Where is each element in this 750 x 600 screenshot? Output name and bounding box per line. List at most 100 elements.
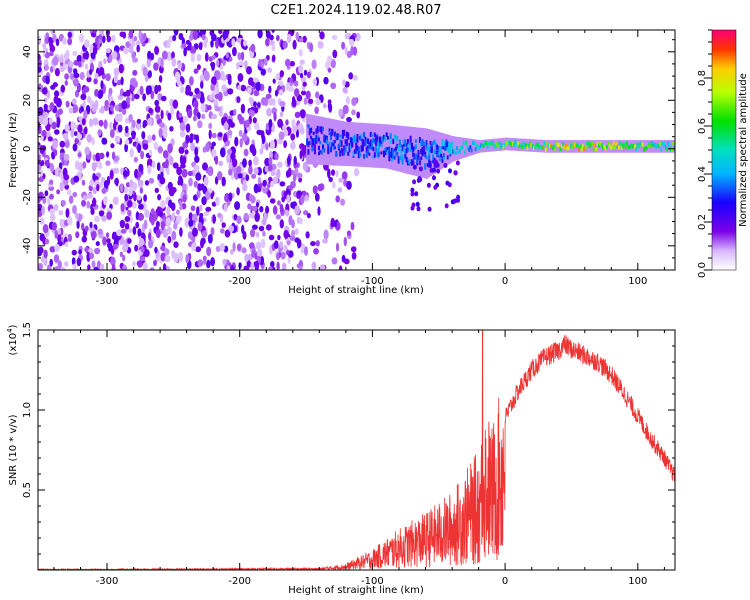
heatmap-noise-blob — [196, 190, 201, 199]
heatmap-noise-blob — [294, 205, 301, 216]
heatmap-signal-cell — [478, 145, 481, 150]
heatmap-noise-blob — [327, 99, 332, 105]
heatmap-signal-cell — [327, 149, 330, 154]
snr-y-axis-label: SNR (10 * v/v) — [8, 414, 19, 485]
heatmap-signal-halo — [383, 124, 387, 169]
heatmap-noise-blob — [137, 228, 142, 237]
heatmap-signal-cell — [537, 142, 539, 147]
heatmap-noise-blob — [80, 93, 87, 101]
heatmap-signal-cell — [416, 158, 419, 164]
heatmap-signal-halo — [308, 114, 311, 165]
heatmap-signal-halo — [415, 127, 419, 177]
heatmap-signal-cell — [399, 139, 401, 147]
heatmap-noise-blob — [125, 96, 131, 105]
heatmap-noise-blob — [125, 139, 130, 146]
heatmap-signal-cell — [363, 154, 366, 159]
heatmap-noise-blob — [284, 58, 291, 67]
heatmap-noise-blob — [159, 176, 166, 185]
heatmap-noise-blob — [64, 241, 69, 248]
heatmap-noise-blob — [210, 83, 215, 92]
heatmap-noise-blob — [100, 105, 105, 114]
heatmap-noise-blob — [38, 59, 42, 67]
heatmap-noise-blob — [351, 252, 357, 260]
heatmap-signal-cell — [465, 140, 468, 145]
heatmap-noise-blob — [331, 257, 338, 265]
heatmap-noise-blob — [51, 121, 57, 130]
heatmap-noise-blob — [283, 140, 287, 149]
heatmap-signal-cell — [632, 143, 635, 148]
heatmap-signal-cell — [620, 145, 623, 150]
heatmap-noise-blob — [207, 167, 213, 176]
heatmap-noise-blob — [133, 156, 139, 163]
heatmap-noise-blob — [196, 53, 202, 62]
heatmap-noise-blob — [128, 187, 133, 197]
heatmap-noise-blob — [167, 143, 173, 154]
heatmap-signal-cell — [380, 141, 383, 146]
heatmap-noise-blob — [142, 143, 149, 150]
heatmap-signal-cell — [641, 142, 644, 147]
heatmap-signal-cell — [560, 144, 563, 149]
heatmap-noise-blob — [303, 69, 308, 76]
heatmap-noise-blob — [74, 137, 79, 145]
heatmap-noise-blob — [278, 131, 285, 141]
heatmap-signal-cell — [572, 141, 575, 146]
heatmap-noise-blob — [82, 195, 88, 201]
heatmap-signal-cell — [383, 134, 385, 140]
heatmap-signal-cell — [505, 142, 508, 147]
heatmap-noise-blob — [227, 78, 232, 85]
heatmap-noise-blob — [272, 176, 279, 185]
heatmap-signal-halo — [592, 140, 596, 153]
heatmap-noise-blob — [296, 172, 303, 179]
heatmap-noise-blob — [227, 41, 233, 48]
heatmap-noise-blob — [49, 246, 56, 253]
heatmap-noise-blob — [319, 264, 326, 270]
heatmap-noise-blob — [241, 247, 247, 254]
y-tick-label: 40 — [22, 45, 33, 58]
heatmap-signal-cell — [393, 134, 396, 141]
heatmap-signal-cell — [514, 139, 517, 144]
heatmap-noise-blob — [89, 68, 93, 75]
heatmap-signal-cell — [381, 136, 384, 143]
heatmap-noise-blob — [352, 46, 358, 56]
heatmap-signal-cell — [383, 150, 385, 158]
heatmap-noise-blob — [276, 261, 280, 270]
heatmap-signal-cell — [413, 146, 416, 150]
heatmap-noise-blob — [68, 107, 74, 114]
heatmap-signal-cell — [486, 144, 489, 149]
heatmap-noise-blob — [138, 213, 145, 221]
heatmap-noise-blob — [182, 183, 187, 190]
heatmap-noise-blob — [211, 33, 217, 42]
heatmap-signal-cell — [368, 152, 371, 156]
heatmap-noise-blob — [287, 167, 292, 177]
heatmap-noise-blob — [54, 68, 60, 77]
heatmap-signal-cell — [614, 145, 616, 150]
heatmap-noise-blob — [338, 108, 343, 118]
heatmap-noise-blob — [296, 216, 301, 224]
heatmap-signal-cell — [312, 131, 315, 135]
heatmap-signal-cell — [308, 131, 311, 136]
heatmap-signal-cell — [322, 126, 324, 131]
heatmap-signal-cell — [344, 146, 347, 153]
heatmap-signal-cell — [466, 145, 469, 150]
heatmap-signal-cell — [429, 141, 432, 145]
heatmap-noise-blob — [119, 219, 125, 229]
heatmap-noise-blob — [346, 116, 352, 123]
heatmap-noise-blob — [277, 200, 281, 206]
heatmap-noise-blob — [92, 45, 98, 55]
heatmap-noise-blob — [47, 266, 52, 270]
heatmap-noise-blob — [91, 137, 95, 146]
heatmap-signal-cell — [503, 142, 506, 147]
heatmap-noise-blob — [114, 104, 120, 112]
heatmap-signal-cell — [430, 145, 433, 152]
heatmap-noise-blob — [292, 39, 297, 50]
heatmap-signal-cell — [343, 129, 346, 137]
heatmap-noise-blob — [153, 259, 157, 267]
heatmap-noise-blob — [135, 211, 140, 221]
heatmap-signal-cell — [349, 137, 352, 143]
heatmap-noise-blob — [244, 253, 250, 263]
heatmap-noise-blob — [245, 119, 250, 128]
heatmap-noise-blob — [98, 152, 105, 160]
heatmap-noise-blob — [328, 176, 333, 183]
heatmap-noise-blob — [94, 88, 99, 97]
